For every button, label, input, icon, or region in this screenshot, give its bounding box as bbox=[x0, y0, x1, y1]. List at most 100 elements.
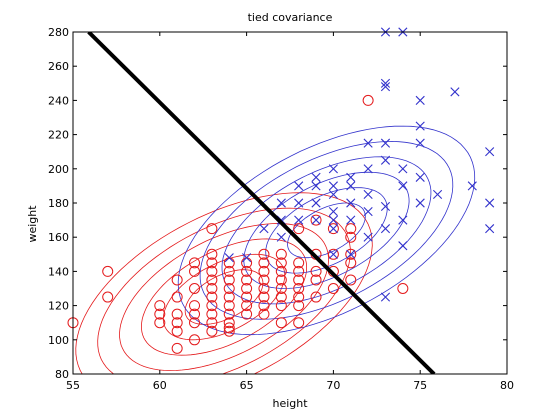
point-circle-60 bbox=[275, 265, 287, 277]
point-circle-15 bbox=[189, 300, 201, 312]
x-tick-label: 55 bbox=[66, 379, 80, 392]
point-circle-49 bbox=[258, 291, 270, 303]
point-x-50 bbox=[467, 181, 477, 191]
point-x-6 bbox=[294, 215, 304, 225]
point-circle-25 bbox=[206, 274, 218, 286]
point-x-38 bbox=[398, 241, 408, 251]
contour-1-1 bbox=[265, 187, 388, 274]
point-x-24 bbox=[346, 172, 356, 182]
point-circle-32 bbox=[223, 317, 235, 329]
point-x-40 bbox=[398, 181, 408, 191]
point-circle-62 bbox=[275, 248, 287, 260]
point-x-46 bbox=[415, 121, 425, 131]
contour-1-4 bbox=[199, 140, 454, 320]
contour-0-2 bbox=[140, 238, 307, 356]
y-tick-label: 160 bbox=[48, 231, 69, 244]
point-circle-35 bbox=[223, 291, 235, 303]
point-x-49 bbox=[450, 87, 460, 97]
point-x-20 bbox=[346, 249, 356, 259]
x-tick-label: 70 bbox=[326, 379, 340, 392]
point-circle-24 bbox=[206, 283, 218, 294]
point-x-15 bbox=[328, 215, 338, 225]
point-x-0 bbox=[224, 253, 234, 263]
point-circle-31 bbox=[223, 322, 235, 334]
point-circle-2 bbox=[102, 291, 114, 303]
point-x-3 bbox=[276, 232, 286, 242]
point-x-43 bbox=[415, 198, 425, 208]
point-circle-36 bbox=[223, 283, 235, 294]
point-x-16 bbox=[328, 206, 338, 217]
point-x-9 bbox=[311, 215, 321, 225]
point-x-33 bbox=[380, 155, 391, 165]
point-circle-82 bbox=[345, 248, 357, 260]
point-x-41 bbox=[398, 164, 408, 174]
point-circle-11 bbox=[171, 274, 183, 286]
point-circle-16 bbox=[189, 283, 201, 294]
point-circle-34 bbox=[223, 300, 235, 312]
point-circle-83 bbox=[345, 231, 357, 243]
point-circle-6 bbox=[171, 342, 183, 354]
point-x-44 bbox=[415, 172, 425, 182]
point-x-14 bbox=[328, 224, 338, 234]
point-circle-75 bbox=[310, 214, 322, 226]
y-tick-label: 100 bbox=[48, 334, 69, 347]
point-circle-53 bbox=[258, 257, 270, 269]
point-circle-38 bbox=[223, 265, 235, 277]
point-x-26 bbox=[363, 206, 373, 217]
point-circle-37 bbox=[223, 274, 235, 286]
point-circle-67 bbox=[293, 274, 305, 286]
point-circle-45 bbox=[241, 265, 253, 277]
point-circle-27 bbox=[206, 257, 218, 269]
point-x-10 bbox=[311, 198, 321, 208]
point-circle-47 bbox=[258, 308, 270, 320]
y-tick-label: 240 bbox=[48, 94, 69, 107]
x-tick-label: 65 bbox=[240, 379, 254, 392]
point-circle-56 bbox=[275, 300, 287, 312]
point-circle-42 bbox=[241, 291, 253, 303]
point-circle-29 bbox=[206, 223, 218, 235]
point-circle-26 bbox=[206, 265, 218, 277]
point-circle-9 bbox=[171, 308, 183, 320]
point-circle-1 bbox=[102, 265, 114, 277]
point-circle-48 bbox=[258, 300, 270, 312]
point-circle-40 bbox=[241, 308, 253, 320]
point-circle-43 bbox=[241, 283, 253, 294]
y-tick-label: 220 bbox=[48, 129, 69, 142]
point-circle-59 bbox=[275, 274, 287, 286]
point-x-45 bbox=[415, 138, 425, 148]
point-circle-23 bbox=[206, 291, 218, 303]
point-circle-72 bbox=[310, 274, 322, 286]
point-circle-3 bbox=[154, 308, 166, 320]
point-circle-55 bbox=[275, 317, 287, 329]
point-circle-71 bbox=[310, 291, 322, 303]
point-x-5 bbox=[276, 198, 286, 208]
point-x-29 bbox=[363, 138, 373, 148]
point-circle-14 bbox=[189, 308, 201, 320]
point-circle-78 bbox=[327, 248, 339, 260]
contour-1-2 bbox=[243, 171, 410, 289]
point-x-52 bbox=[485, 198, 495, 208]
point-circle-52 bbox=[258, 265, 270, 277]
point-circle-85 bbox=[362, 94, 374, 106]
point-circle-8 bbox=[171, 317, 183, 329]
point-x-30 bbox=[380, 292, 391, 302]
point-circle-54 bbox=[258, 248, 270, 260]
decision-boundary-layer bbox=[87, 32, 436, 374]
point-circle-4 bbox=[154, 317, 166, 329]
point-x-12 bbox=[311, 172, 321, 182]
point-x-7 bbox=[294, 198, 304, 208]
scatter-layer bbox=[67, 27, 495, 354]
tick-layer: 55 60 65 70 75 80 80 100 120 140 160 180 200 220 240 26… bbox=[48, 26, 514, 392]
x-tick-label: 60 bbox=[153, 379, 167, 392]
point-circle-20 bbox=[206, 317, 218, 329]
point-circle-51 bbox=[258, 274, 270, 286]
point-x-17 bbox=[328, 189, 338, 200]
contour-1-0 bbox=[287, 202, 366, 259]
point-x-25 bbox=[363, 232, 373, 242]
point-circle-30 bbox=[223, 325, 235, 337]
point-circle-12 bbox=[189, 334, 201, 346]
point-x-51 bbox=[485, 224, 495, 234]
point-circle-7 bbox=[171, 325, 183, 337]
point-circle-33 bbox=[223, 308, 235, 320]
point-x-39 bbox=[398, 215, 408, 225]
